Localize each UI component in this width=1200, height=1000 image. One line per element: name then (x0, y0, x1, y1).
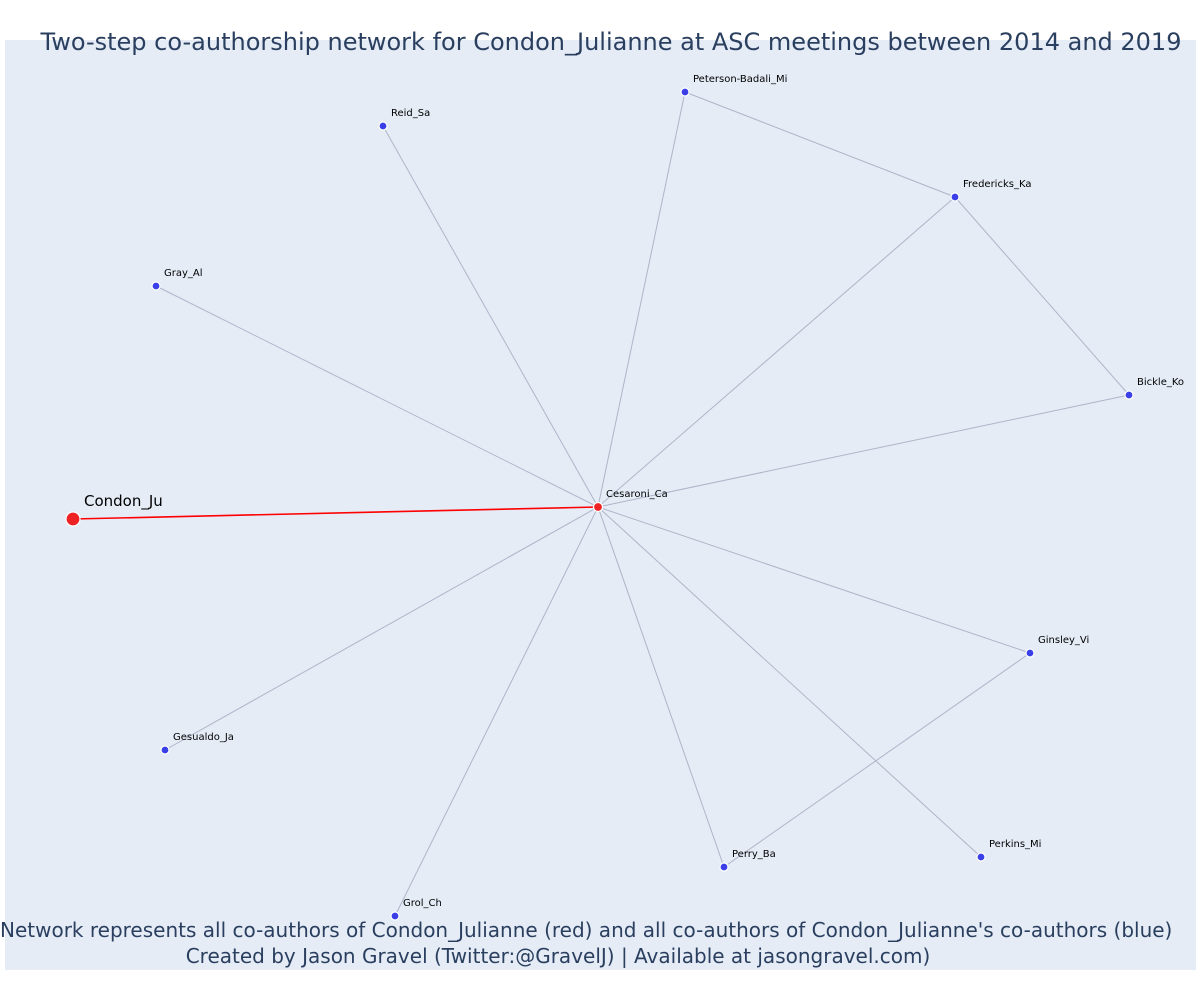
node-Fredericks_Ka[interactable] (950, 192, 960, 202)
node-Cesaroni_Ca[interactable] (592, 501, 604, 513)
chart-title: Two-step co-authorship network for Condo… (40, 28, 1182, 56)
node-label-Condon_Ju: Condon_Ju (84, 492, 163, 511)
edge-Cesaroni_Ca-Reid_Sa (382, 125, 599, 508)
node-label-Cesaroni_Ca: Cesaroni_Ca (606, 489, 668, 500)
edge-Cesaroni_Ca-Gray_Al (155, 285, 599, 508)
node-Ginsley_Vi[interactable] (1025, 648, 1035, 658)
node-Condon_Ju[interactable] (65, 511, 81, 527)
edge-Cesaroni_Ca-Ginsley_Vi (597, 506, 1031, 654)
edge-Cesaroni_Ca-Perry_Ba (597, 506, 725, 868)
node-label-Bickle_Ko: Bickle_Ko (1137, 377, 1184, 388)
node-Perry_Ba[interactable] (719, 862, 729, 872)
caption-line-1: Network represents all co-authors of Con… (0, 918, 1173, 942)
node-label-Grol_Ch: Grol_Ch (403, 898, 442, 909)
node-Perkins_Mi[interactable] (976, 852, 986, 862)
node-label-Gesualdo_Ja: Gesualdo_Ja (173, 732, 234, 743)
node-Bickle_Ko[interactable] (1124, 390, 1134, 400)
node-Reid_Sa[interactable] (378, 121, 388, 131)
node-Gesualdo_Ja[interactable] (160, 745, 170, 755)
edge-Cesaroni_Ca-Gesualdo_Ja (164, 506, 599, 751)
node-label-Peterson-Badali_Mi: Peterson-Badali_Mi (693, 74, 787, 85)
edge-Condon_Ju-Cesaroni_Ca (72, 506, 599, 520)
node-Peterson-Badali_Mi[interactable] (680, 87, 690, 97)
node-label-Perry_Ba: Perry_Ba (732, 849, 776, 860)
edge-Cesaroni_Ca-Grol_Ch (394, 506, 599, 917)
edge-Cesaroni_Ca-Fredericks_Ka (597, 196, 956, 508)
node-label-Fredericks_Ka: Fredericks_Ka (963, 179, 1031, 190)
edge-Cesaroni_Ca-Perkins_Mi (597, 506, 982, 858)
nodes-layer (65, 87, 1134, 921)
edge-Cesaroni_Ca-Peterson-Badali_Mi (597, 91, 686, 508)
edge-Fredericks_Ka-Bickle_Ko (954, 196, 1130, 396)
node-label-Reid_Sa: Reid_Sa (391, 108, 430, 119)
node-label-Ginsley_Vi: Ginsley_Vi (1038, 635, 1089, 646)
node-label-Perkins_Mi: Perkins_Mi (989, 839, 1041, 850)
node-label-Gray_Al: Gray_Al (164, 268, 203, 279)
node-Gray_Al[interactable] (151, 281, 161, 291)
edges-layer (72, 91, 1130, 917)
edge-Ginsley_Vi-Perry_Ba (723, 652, 1031, 868)
caption-line-2: Created by Jason Gravel (Twitter:@Gravel… (185, 944, 931, 968)
edge-Cesaroni_Ca-Bickle_Ko (597, 394, 1130, 508)
node-Grol_Ch[interactable] (390, 911, 400, 921)
edge-Peterson-Badali_Mi-Fredericks_Ka (684, 91, 956, 198)
labels-layer: Condon_Ju Cesaroni_Ca Peterson-Badali_Mi Re… (84, 74, 1184, 909)
